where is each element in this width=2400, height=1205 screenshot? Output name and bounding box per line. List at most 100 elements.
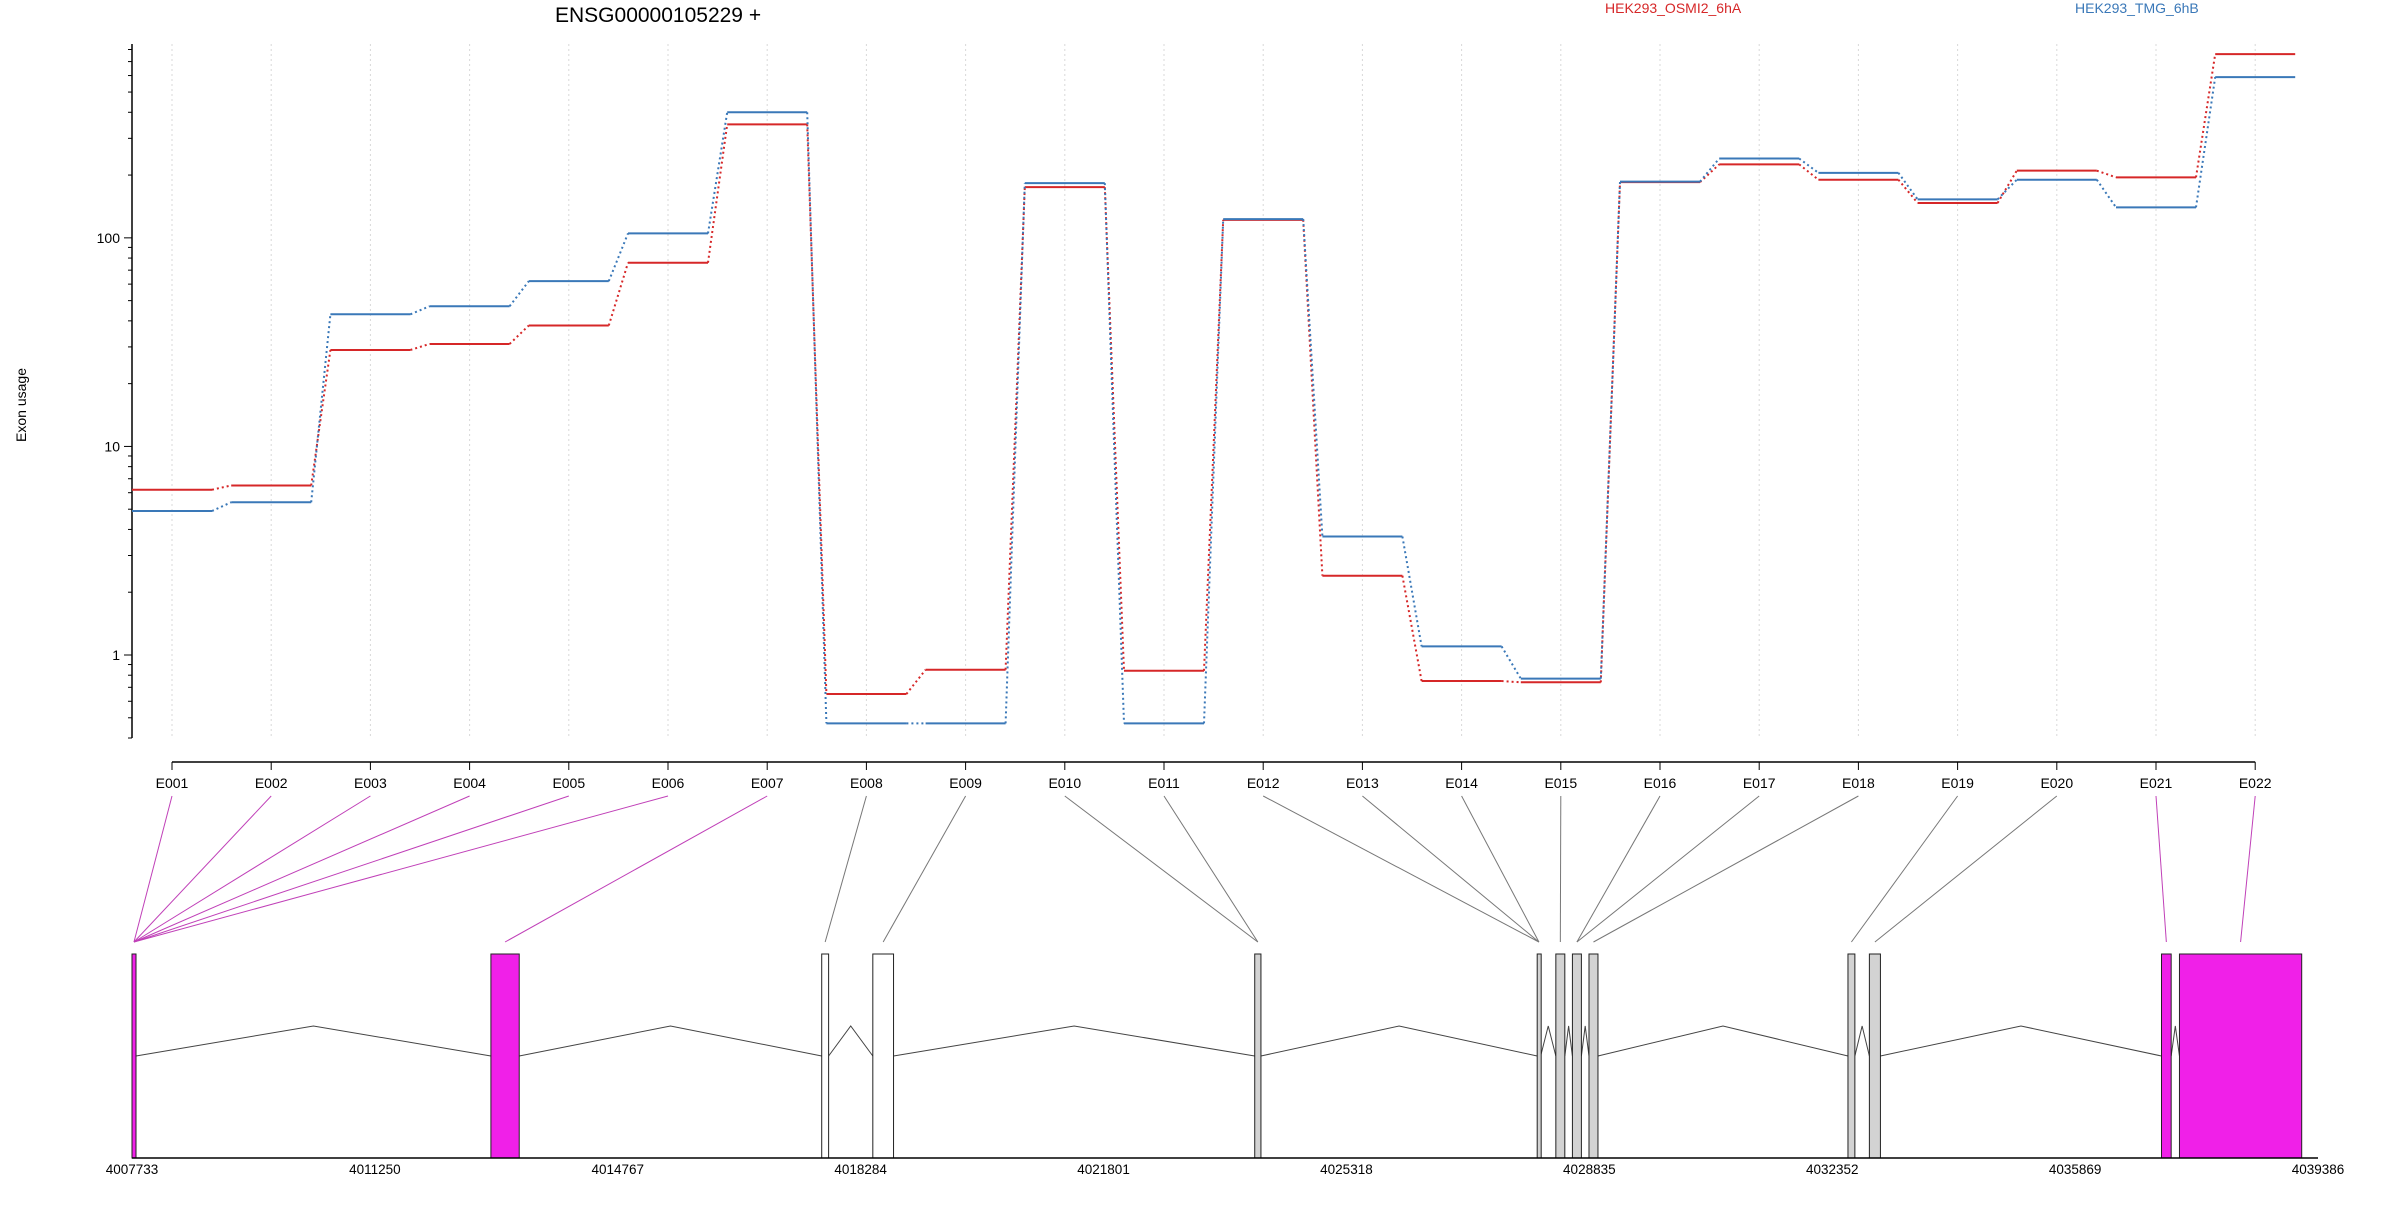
connector-e006 [134,796,668,942]
x-tick-label-e009: E009 [949,775,982,791]
series-tmg-connector [1105,183,1124,723]
y-tick-label: 10 [104,438,120,454]
intron-line [894,1026,1255,1056]
series-layer [132,54,2295,723]
connector-e008 [825,796,866,942]
x-tick-label-e006: E006 [652,775,685,791]
connector-e007 [505,796,767,942]
genomic-tick-label: 4025318 [1320,1162,1373,1177]
intron-line [1565,1026,1573,1056]
genomic-tick-label: 4032352 [1806,1162,1859,1177]
connector-e001 [134,796,172,942]
series-osmi2-connector [1799,164,1818,179]
series-tmg-connector [1799,159,1818,173]
series-osmi2-connector [510,325,529,343]
series-tmg-connector [1998,180,2017,200]
connector-e016 [1577,796,1660,942]
intron-line [1598,1026,1848,1056]
x-tick-label-e002: E002 [255,775,288,791]
x-tick-label-e020: E020 [2040,775,2073,791]
series-osmi2-connector [906,670,925,694]
connector-e020 [1875,796,2057,942]
series-tmg-connector [609,233,628,281]
exon-box-e001 [132,954,136,1158]
series-osmi2-connector [1502,681,1521,682]
x-tick-label-e012: E012 [1247,775,1280,791]
series-osmi2-connector [1898,180,1917,203]
exon-box-e020 [1869,954,1880,1158]
series-osmi2-connector [1700,164,1719,182]
exon-box-e022 [2179,954,2301,1158]
exon-box-e016 [1572,954,1581,1158]
x-tick-label-e016: E016 [1644,775,1677,791]
series-tmg-connector [410,306,429,314]
intron-line [1855,1026,1870,1056]
x-tick-label-e005: E005 [552,775,585,791]
connector-e014 [1462,796,1539,942]
genomic-tick-label: 4021801 [1077,1162,1130,1177]
x-tick-label-e019: E019 [1941,775,1974,791]
genomic-tick-label: 4014767 [591,1162,644,1177]
series-tmg-connector [311,314,330,502]
intron-line [519,1026,821,1056]
exon-box-e019 [1848,954,1855,1158]
series-osmi2-connector [2097,171,2116,178]
x-tick-label-e014: E014 [1445,775,1478,791]
series-tmg-connector [510,281,529,306]
x-tick-label-e017: E017 [1743,775,1776,791]
series-osmi2-connector [609,263,628,326]
series-tmg-connector [2097,180,2116,208]
series-tmg-connector [807,112,826,723]
exon-box-e009 [873,954,894,1158]
connector-e013 [1362,796,1539,942]
x-tick-label-e008: E008 [850,775,883,791]
grid-layer [172,44,2255,738]
series-tmg-connector [708,112,727,233]
series-tmg-connector [212,502,231,511]
exon-box-e021 [2162,954,2172,1158]
series-tmg-connector [1700,159,1719,182]
legend-entry-osmi2: HEK293_OSMI2_6hA [1605,0,1742,16]
exon-box-e007 [491,954,519,1158]
connector-e012 [1263,796,1539,942]
genomic-tick-label: 4007733 [106,1162,159,1177]
connector-e002 [134,796,271,942]
labels-layer: ENSG00000105229 + Exon usage HEK293_OSMI… [13,0,2199,442]
connector-e018 [1593,796,1858,942]
y-tick-label: 1 [112,647,120,663]
exon-box-e010 [1255,954,1261,1158]
connector-e022 [2241,796,2256,942]
series-tmg-connector [1898,173,1917,200]
series-tmg-connector [2196,77,2215,207]
x-tick-label-e010: E010 [1048,775,1081,791]
x-tick-label-e007: E007 [751,775,784,791]
intron-line [136,1026,491,1056]
series-osmi2-connector [1998,171,2017,203]
intron-line [1541,1026,1556,1056]
intron-line [2171,1026,2179,1056]
genomic-tick-label: 4011250 [349,1162,401,1177]
series-osmi2-connector [410,344,429,350]
intron-line [1880,1026,2161,1056]
chart-title: ENSG00000105229 + [555,4,761,27]
x-tick-label-e011: E011 [1148,775,1180,791]
connector-e004 [134,796,470,942]
connector-e003 [134,796,370,942]
series-osmi2-connector [708,124,727,262]
x-tick-label-e004: E004 [453,775,486,791]
connector-e005 [134,796,569,942]
exon-box-e015 [1556,954,1565,1158]
intron-line [1261,1026,1537,1056]
genomic-tick-label: 4035869 [2049,1162,2102,1177]
x-tick-label-e018: E018 [1842,775,1875,791]
legend-entry-tmg: HEK293_TMG_6hB [2075,0,2199,16]
exon-box-e018 [1589,954,1598,1158]
y-axis-label: Exon usage [13,368,29,442]
series-osmi2-connector [2196,54,2215,177]
x-tick-label-e021: E021 [2140,775,2173,791]
x-tick-label-e013: E013 [1346,775,1379,791]
